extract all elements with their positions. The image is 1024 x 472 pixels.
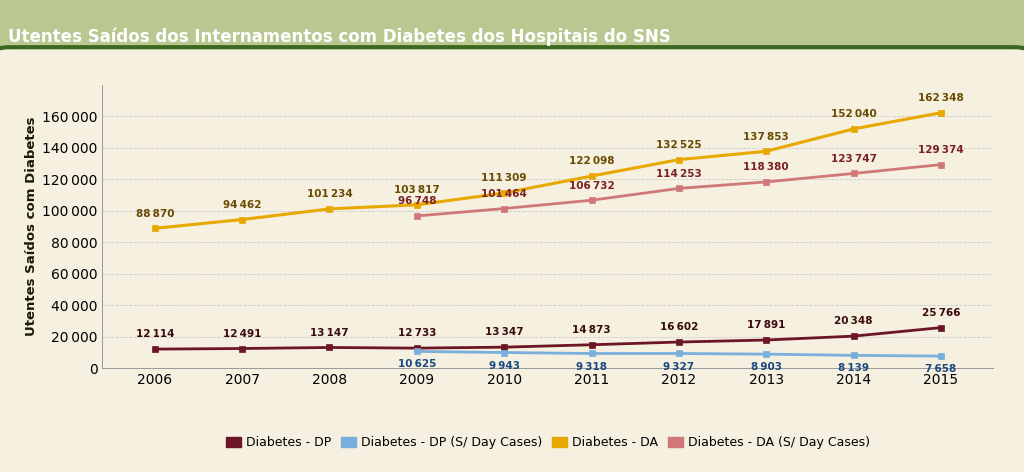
Diabetes - DA (S/ Day Cases) — [498, 206, 510, 211]
Diabetes - DA — [324, 206, 336, 212]
Line: Diabetes - DP (S/ Day Cases): Diabetes - DP (S/ Day Cases) — [414, 348, 944, 360]
Diabetes - DA — [236, 217, 248, 222]
Text: 101 464: 101 464 — [481, 189, 527, 199]
Diabetes - DP (S/ Day Cases) — [498, 350, 510, 355]
Text: 101 234: 101 234 — [306, 189, 352, 199]
Text: 9 943: 9 943 — [488, 361, 519, 371]
Diabetes - DP (S/ Day Cases) — [673, 351, 685, 356]
Diabetes - DA (S/ Day Cases) — [411, 213, 423, 219]
Text: 13 147: 13 147 — [310, 328, 349, 338]
Text: 13 347: 13 347 — [484, 328, 523, 337]
Line: Diabetes - DA: Diabetes - DA — [152, 109, 944, 232]
Text: 16 602: 16 602 — [659, 322, 698, 332]
Text: 152 040: 152 040 — [830, 109, 877, 119]
Text: 103 817: 103 817 — [394, 185, 439, 195]
Text: 94 462: 94 462 — [223, 200, 261, 210]
Text: 123 747: 123 747 — [830, 154, 877, 164]
Text: 162 348: 162 348 — [918, 93, 964, 103]
Text: 129 374: 129 374 — [918, 145, 964, 155]
Diabetes - DA (S/ Day Cases) — [673, 185, 685, 191]
Text: 12 114: 12 114 — [135, 329, 174, 339]
Diabetes - DA — [498, 190, 510, 196]
Text: 10 625: 10 625 — [397, 360, 436, 370]
Legend: Diabetes - DP, Diabetes - DP (S/ Day Cases), Diabetes - DA, Diabetes - DA (S/ Da: Diabetes - DP, Diabetes - DP (S/ Day Cas… — [220, 431, 876, 454]
Diabetes - DP — [411, 346, 423, 351]
Diabetes - DP (S/ Day Cases) — [760, 351, 772, 357]
Diabetes - DA — [586, 173, 598, 179]
Diabetes - DA (S/ Day Cases) — [586, 197, 598, 203]
Text: 137 853: 137 853 — [743, 132, 790, 142]
Diabetes - DP — [760, 337, 772, 343]
Text: 132 525: 132 525 — [656, 140, 701, 150]
Text: 106 732: 106 732 — [568, 180, 614, 191]
Y-axis label: Utentes Saídos com Diabetes: Utentes Saídos com Diabetes — [25, 117, 38, 337]
Diabetes - DA — [148, 226, 161, 231]
Text: 96 748: 96 748 — [397, 196, 436, 206]
Text: 111 309: 111 309 — [481, 173, 527, 183]
Text: 9 327: 9 327 — [664, 362, 694, 371]
Diabetes - DA — [935, 110, 947, 116]
Diabetes - DA (S/ Day Cases) — [848, 171, 860, 177]
Diabetes - DA — [760, 148, 772, 154]
Diabetes - DA — [411, 202, 423, 208]
Diabetes - DP (S/ Day Cases) — [411, 349, 423, 354]
Diabetes - DA — [673, 157, 685, 162]
Text: 7 658: 7 658 — [926, 364, 956, 374]
Diabetes - DP (S/ Day Cases) — [935, 353, 947, 359]
Diabetes - DP — [236, 346, 248, 351]
Diabetes - DP (S/ Day Cases) — [586, 351, 598, 356]
Diabetes - DA (S/ Day Cases) — [760, 179, 772, 185]
Diabetes - DP (S/ Day Cases) — [848, 353, 860, 358]
Diabetes - DP — [848, 333, 860, 339]
Diabetes - DA (S/ Day Cases) — [935, 162, 947, 168]
Diabetes - DP — [935, 325, 947, 330]
Diabetes - DP — [673, 339, 685, 345]
Text: Utentes Saídos dos Internamentos com Diabetes dos Hospitais do SNS: Utentes Saídos dos Internamentos com Dia… — [8, 28, 671, 46]
Text: 12 491: 12 491 — [223, 329, 261, 339]
Text: 25 766: 25 766 — [922, 308, 961, 318]
Diabetes - DP — [324, 345, 336, 350]
Text: 17 891: 17 891 — [746, 320, 785, 330]
Diabetes - DP — [586, 342, 598, 347]
Text: 122 098: 122 098 — [568, 156, 614, 166]
Text: 9 318: 9 318 — [577, 362, 607, 371]
Text: 14 873: 14 873 — [572, 325, 611, 335]
Diabetes - DA — [848, 126, 860, 132]
Text: 118 380: 118 380 — [743, 162, 790, 172]
Text: 8 903: 8 903 — [751, 362, 781, 372]
Line: Diabetes - DP: Diabetes - DP — [152, 324, 944, 353]
Line: Diabetes - DA (S/ Day Cases): Diabetes - DA (S/ Day Cases) — [414, 161, 944, 219]
Text: 114 253: 114 253 — [656, 169, 701, 179]
Diabetes - DP — [148, 346, 161, 352]
Diabetes - DP — [498, 345, 510, 350]
Text: 20 348: 20 348 — [835, 316, 872, 327]
Text: 12 733: 12 733 — [397, 329, 436, 338]
Text: 8 139: 8 139 — [838, 363, 869, 373]
Text: 88 870: 88 870 — [135, 209, 174, 219]
